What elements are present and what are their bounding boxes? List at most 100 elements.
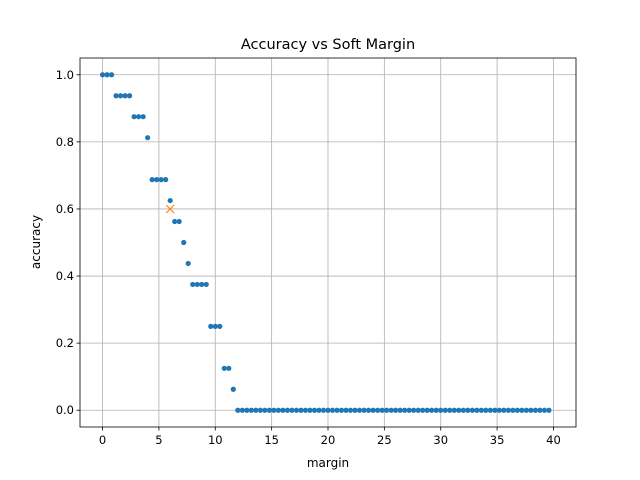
data-point xyxy=(329,407,336,413)
data-point xyxy=(361,407,367,413)
data-point xyxy=(131,114,137,120)
data-point xyxy=(325,407,331,413)
data-point xyxy=(217,323,223,329)
x-tick-label: 25 xyxy=(377,433,392,447)
data-point xyxy=(212,323,218,329)
y-tick-label: 0.8 xyxy=(56,135,74,149)
data-point xyxy=(465,407,471,413)
chart-title: Accuracy vs Soft Margin xyxy=(241,37,415,53)
x-tick-label: 10 xyxy=(208,433,223,447)
data-point xyxy=(99,72,106,78)
data-point xyxy=(447,407,453,413)
data-point xyxy=(541,407,548,413)
data-point xyxy=(433,407,439,413)
data-point xyxy=(302,407,309,413)
data-point xyxy=(311,407,318,413)
data-point xyxy=(108,72,115,78)
y-tick-label: 0.4 xyxy=(56,269,74,283)
data-point xyxy=(284,407,291,413)
data-point xyxy=(122,93,128,99)
data-point xyxy=(104,72,110,78)
data-point xyxy=(190,281,196,288)
x-axis-label: margin xyxy=(307,456,349,470)
data-point xyxy=(365,407,372,413)
data-point xyxy=(185,260,191,267)
data-point xyxy=(379,407,385,413)
data-point xyxy=(424,407,430,413)
data-point xyxy=(208,323,214,329)
data-point xyxy=(343,407,349,413)
data-point xyxy=(266,407,272,413)
data-point xyxy=(469,407,475,413)
data-point xyxy=(537,407,543,413)
data-point xyxy=(307,407,313,413)
data-point xyxy=(253,407,259,413)
data-point xyxy=(127,93,133,99)
data-point xyxy=(501,407,507,413)
data-point xyxy=(194,281,200,288)
data-point xyxy=(402,407,408,413)
data-point xyxy=(429,407,435,413)
data-point xyxy=(136,114,142,120)
y-tick-label: 0.0 xyxy=(56,403,74,417)
data-point xyxy=(438,407,444,413)
data-point xyxy=(262,407,268,413)
y-tick-label: 0.2 xyxy=(56,336,74,350)
data-point xyxy=(154,177,160,183)
data-point xyxy=(181,239,187,246)
data-point xyxy=(483,407,489,413)
data-point xyxy=(293,407,300,413)
data-point xyxy=(393,407,399,413)
data-point xyxy=(145,135,151,141)
data-point xyxy=(289,407,295,413)
data-point xyxy=(411,407,417,413)
data-point xyxy=(248,407,254,413)
y-tick-label: 1.0 xyxy=(56,68,74,82)
data-point xyxy=(280,407,286,413)
data-point xyxy=(226,365,232,371)
data-point xyxy=(370,407,376,413)
x-marker-stroke xyxy=(165,204,175,214)
data-point xyxy=(298,407,304,413)
x-tick-label: 20 xyxy=(321,433,336,447)
data-point xyxy=(505,407,511,413)
data-point xyxy=(456,407,462,413)
data-point xyxy=(492,407,498,413)
data-point xyxy=(478,407,484,413)
data-point xyxy=(442,407,448,413)
data-point xyxy=(199,281,205,288)
data-point xyxy=(347,407,354,413)
data-point xyxy=(244,407,250,413)
data-point xyxy=(275,407,281,413)
data-point xyxy=(546,407,552,413)
data-point xyxy=(221,365,227,371)
data-point xyxy=(397,407,403,413)
y-axis-label: accuracy xyxy=(29,215,43,269)
data-point xyxy=(523,407,530,413)
data-point xyxy=(375,407,381,413)
data-point xyxy=(239,407,245,413)
data-point xyxy=(415,407,421,413)
data-point xyxy=(510,407,516,413)
data-point xyxy=(230,386,236,392)
data-point xyxy=(474,407,480,413)
x-tick-label: 30 xyxy=(433,433,448,447)
data-point xyxy=(113,93,119,99)
data-point xyxy=(176,218,182,225)
data-point xyxy=(257,407,263,413)
data-point xyxy=(334,407,340,413)
data-point xyxy=(519,407,525,413)
x-tick-label: 5 xyxy=(155,433,162,447)
data-point xyxy=(356,407,363,413)
x-tick-label: 0 xyxy=(99,433,106,447)
data-point xyxy=(514,407,520,413)
data-point xyxy=(496,407,502,413)
data-point xyxy=(271,407,277,413)
data-point xyxy=(149,177,155,183)
data-point xyxy=(235,407,241,413)
data-point xyxy=(117,93,124,99)
data-point xyxy=(528,407,534,413)
data-point xyxy=(163,177,169,183)
data-point xyxy=(460,407,466,413)
